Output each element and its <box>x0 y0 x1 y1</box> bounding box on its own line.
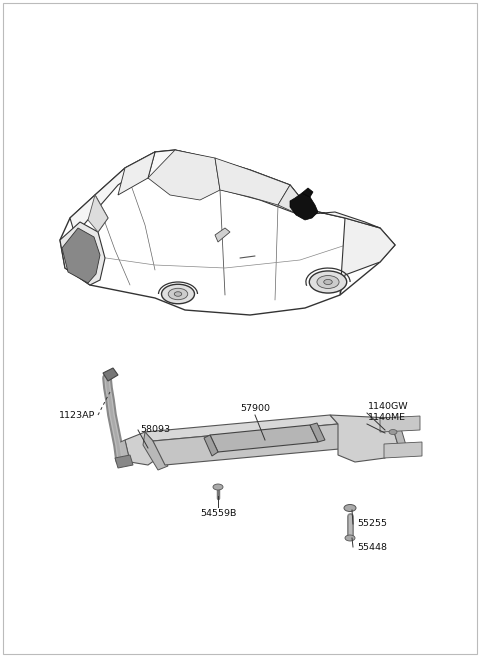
Ellipse shape <box>324 279 332 284</box>
Polygon shape <box>145 415 338 441</box>
Polygon shape <box>340 218 395 295</box>
Ellipse shape <box>213 484 223 490</box>
Polygon shape <box>302 188 313 197</box>
Text: 1140ME: 1140ME <box>368 413 406 422</box>
Polygon shape <box>125 432 162 465</box>
Text: 55255: 55255 <box>357 520 387 528</box>
Ellipse shape <box>161 284 194 304</box>
Polygon shape <box>384 442 422 458</box>
Polygon shape <box>140 150 310 215</box>
Polygon shape <box>103 368 118 381</box>
Ellipse shape <box>317 275 339 288</box>
Ellipse shape <box>344 505 356 512</box>
Polygon shape <box>278 185 310 215</box>
Polygon shape <box>390 418 408 455</box>
Polygon shape <box>116 440 130 466</box>
Text: 54559B: 54559B <box>200 509 236 518</box>
Polygon shape <box>210 425 318 452</box>
Polygon shape <box>115 455 133 468</box>
Ellipse shape <box>168 288 188 300</box>
Text: 57900: 57900 <box>240 404 270 413</box>
Ellipse shape <box>174 292 182 296</box>
Polygon shape <box>300 210 380 228</box>
Polygon shape <box>70 152 155 235</box>
Polygon shape <box>153 424 350 465</box>
Polygon shape <box>330 415 398 462</box>
Polygon shape <box>143 432 168 470</box>
Polygon shape <box>60 222 105 285</box>
Polygon shape <box>380 416 420 432</box>
Polygon shape <box>215 158 290 205</box>
Polygon shape <box>118 152 155 195</box>
Polygon shape <box>310 423 325 442</box>
Text: 58093: 58093 <box>140 426 170 434</box>
Polygon shape <box>62 228 100 283</box>
Ellipse shape <box>389 430 397 434</box>
Text: 1123AP: 1123AP <box>59 411 95 420</box>
Polygon shape <box>290 193 318 220</box>
Ellipse shape <box>309 271 347 293</box>
Polygon shape <box>215 228 230 242</box>
Text: 55448: 55448 <box>357 543 387 551</box>
Polygon shape <box>148 150 220 200</box>
Polygon shape <box>204 435 218 456</box>
Polygon shape <box>88 195 108 232</box>
Ellipse shape <box>345 535 355 541</box>
Text: 1140GW: 1140GW <box>368 402 408 411</box>
Polygon shape <box>60 150 395 315</box>
